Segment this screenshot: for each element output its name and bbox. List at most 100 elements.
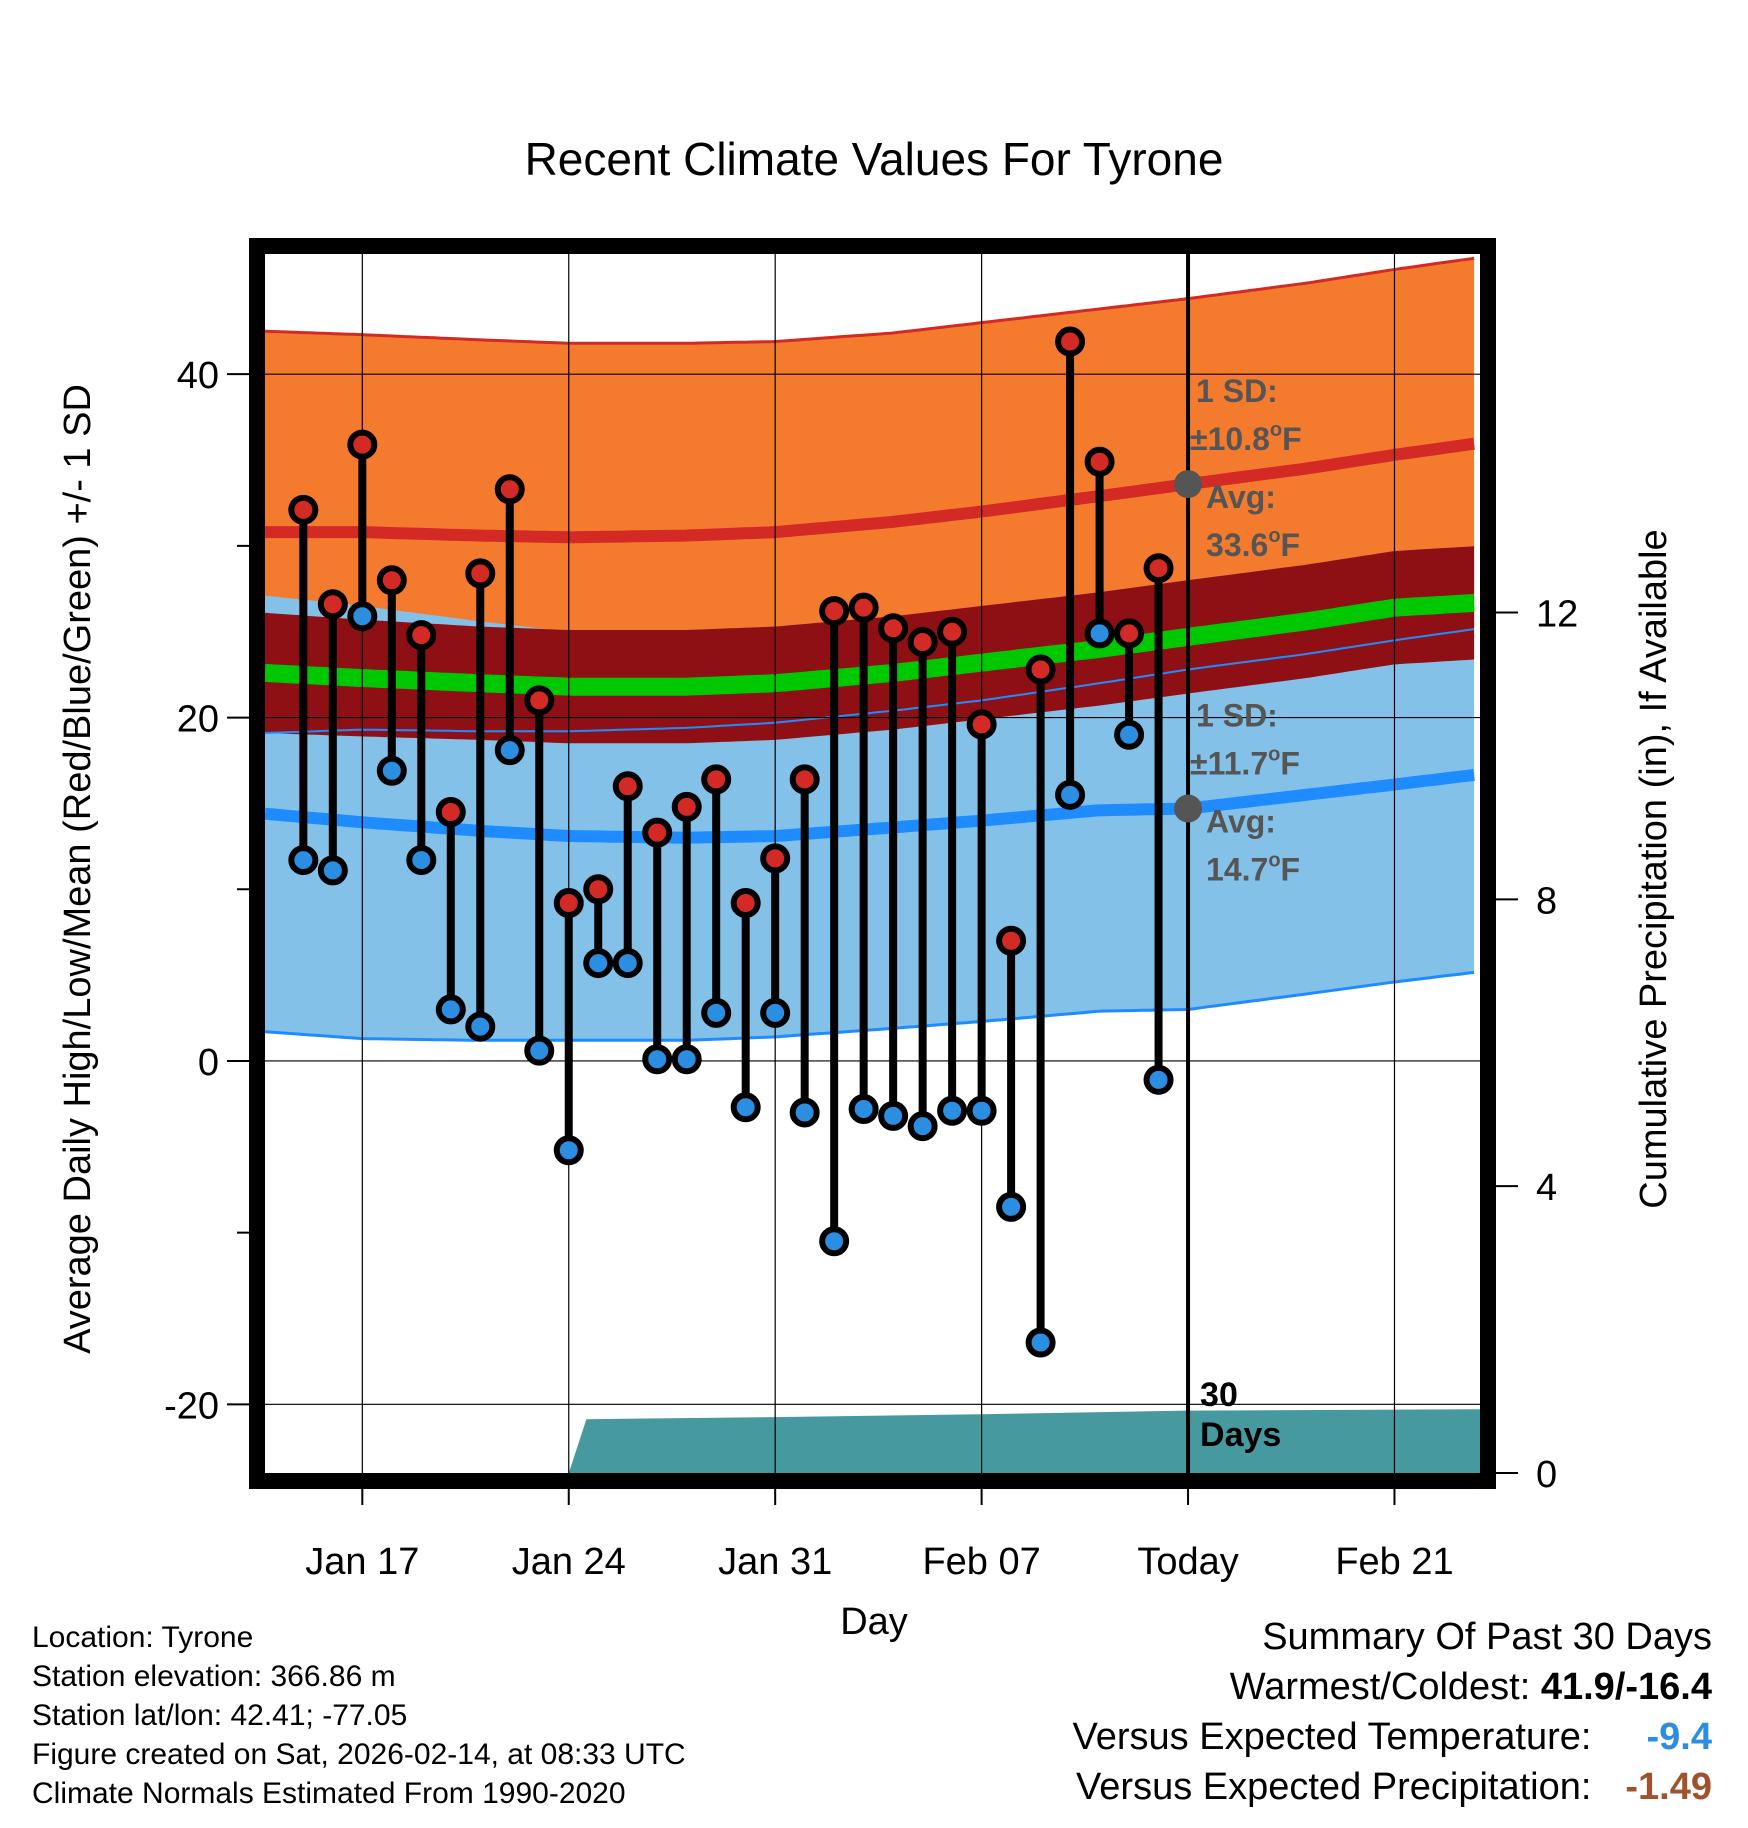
daily-high-point [524, 685, 555, 716]
y-left-tick-label: 20 [177, 699, 219, 741]
normal-mean-line [265, 593, 1475, 696]
low-avg-marker [1174, 794, 1203, 823]
today-period-label-line: Days [1200, 1416, 1281, 1454]
plot-area [265, 256, 1480, 1473]
summary-title: Summary Of Past 30 Days [1262, 1616, 1712, 1658]
daily-high-point [819, 596, 850, 627]
precip-label: Versus Expected Precipitation: [1076, 1766, 1592, 1808]
high-sd-unit: F [1282, 421, 1302, 457]
daily-low-point [435, 994, 466, 1025]
y-right-tick-label: 12 [1536, 594, 1578, 636]
low-sd-value: ±11.7oF [1190, 744, 1300, 782]
daily-high-point [789, 764, 820, 795]
daily-low-point [406, 845, 437, 876]
normal-annotations: 30 Days 1 SD: ±10.8oF Avg: 33.6oF 1 SD: ±11.7oF… [1174, 244, 1302, 1473]
daily-high-point [907, 627, 938, 658]
normals-text: Climate Normals Estimated From 1990-2020 [32, 1777, 626, 1810]
high-annotation: 1 SD: ±10.8oF Avg: 33.6oF [1190, 373, 1302, 563]
temp-value: -9.4 [1646, 1716, 1712, 1758]
low-annotation: 1 SD: ±11.7oF Avg: 14.7oF [1190, 698, 1300, 888]
x-tick-label: Feb 21 [1335, 1541, 1453, 1583]
daily-low-point [1055, 779, 1086, 810]
daily-low-point [848, 1094, 879, 1125]
daily-low-point [1084, 618, 1115, 649]
daily-high-point [878, 613, 909, 644]
low-avg-unit: F [1281, 852, 1301, 888]
daily-high-point [288, 494, 319, 525]
axes: Jan 17 Jan 24 Jan 31 Feb 07 Today Feb 21 -20 0 2… [164, 355, 1578, 1583]
high-upper-edge [265, 256, 1475, 345]
daily-low-point [789, 1097, 820, 1128]
y-left-tick-label: 0 [198, 1042, 219, 1084]
daily-low-point [376, 755, 407, 786]
daily-high-point [671, 791, 702, 822]
daily-high-point [1143, 553, 1174, 584]
daily-high-point [996, 925, 1027, 956]
daily-low-point [760, 997, 791, 1028]
high-avg-label: Avg: [1206, 479, 1276, 515]
y-right-tick-label: 0 [1536, 1454, 1557, 1496]
daily-high-point [1055, 326, 1086, 357]
high-sd-label: 1 SD: [1196, 373, 1278, 409]
daily-low-point [878, 1100, 909, 1131]
daily-high-point [612, 771, 643, 802]
y-right-tick-label: 4 [1536, 1167, 1557, 1209]
y-axis-right-label: Cumulative Precipitation (in), If Availa… [1633, 529, 1675, 1208]
daily-low-point [642, 1044, 673, 1075]
x-tick-label: Jan 24 [512, 1541, 626, 1583]
daily-high-point [376, 565, 407, 596]
daily-high-point [1114, 618, 1145, 649]
daily-high-point [465, 558, 496, 589]
daily-high-point [494, 474, 525, 505]
location-text: Location: Tyrone [32, 1621, 254, 1654]
daily-low-point [730, 1092, 761, 1123]
summary-panel: Summary Of Past 30 Days Warmest/Coldest:… [1073, 1612, 1712, 1812]
daily-high-point [760, 843, 791, 874]
y-left-tick-label: -20 [164, 1385, 219, 1427]
daily-low-point [907, 1111, 938, 1142]
low-avg-degree: o [1268, 850, 1280, 872]
daily-high-point [848, 592, 879, 623]
daily-high-point [1084, 446, 1115, 477]
high-avg-marker [1174, 470, 1203, 499]
daily-low-point [553, 1135, 584, 1166]
temp-label: Versus Expected Temperature: [1072, 1716, 1592, 1758]
x-tick-label: Today [1137, 1541, 1238, 1583]
daily-high-point [966, 709, 997, 740]
today-period-label-line: 30 [1200, 1376, 1238, 1414]
daily-low-point [819, 1226, 850, 1257]
daily-high-point [583, 874, 614, 905]
precip-row: Versus Expected Precipitation: -1.49 [1073, 1762, 1712, 1812]
low-sd-unit: F [1280, 746, 1300, 782]
precip-value: -1.49 [1625, 1766, 1712, 1808]
daily-low-point [671, 1044, 702, 1075]
x-tick-label: Feb 07 [922, 1541, 1040, 1583]
daily-high-point [1025, 654, 1056, 685]
daily-low-point [966, 1095, 997, 1126]
daily-low-point [937, 1095, 968, 1126]
normal-low-line [265, 768, 1475, 844]
warm-cold-value: 41.9/-16.4 [1540, 1666, 1712, 1708]
low-lower-edge [265, 970, 1475, 1042]
normal-high-line [265, 437, 1475, 544]
high-lower-edge [265, 628, 1475, 734]
today-period-label: 30 Days [1200, 1376, 1281, 1454]
high-avg-degree: o [1268, 525, 1280, 547]
high-sd-degree: o [1270, 419, 1282, 441]
daily-low-point [494, 735, 525, 766]
daily-low-point [1114, 719, 1145, 750]
daily-low-point [1143, 1064, 1174, 1095]
x-tick-label: Jan 17 [305, 1541, 419, 1583]
precipitation-area [568, 1409, 1480, 1473]
warm-cold-row: Warmest/Coldest: 41.9/-16.4 [1073, 1662, 1712, 1712]
plot-border [249, 238, 1496, 1489]
low-sd-label: 1 SD: [1196, 698, 1278, 734]
high-avg-value: 33.6oF [1206, 525, 1300, 563]
daily-low-point [583, 948, 614, 979]
daily-high-point [730, 887, 761, 918]
temp-row: Versus Expected Temperature: -9.4 [1073, 1712, 1712, 1762]
elevation-text: Station elevation: 366.86 m [32, 1660, 396, 1693]
low-avg-label: Avg: [1206, 804, 1276, 840]
daily-low-point [317, 855, 348, 886]
